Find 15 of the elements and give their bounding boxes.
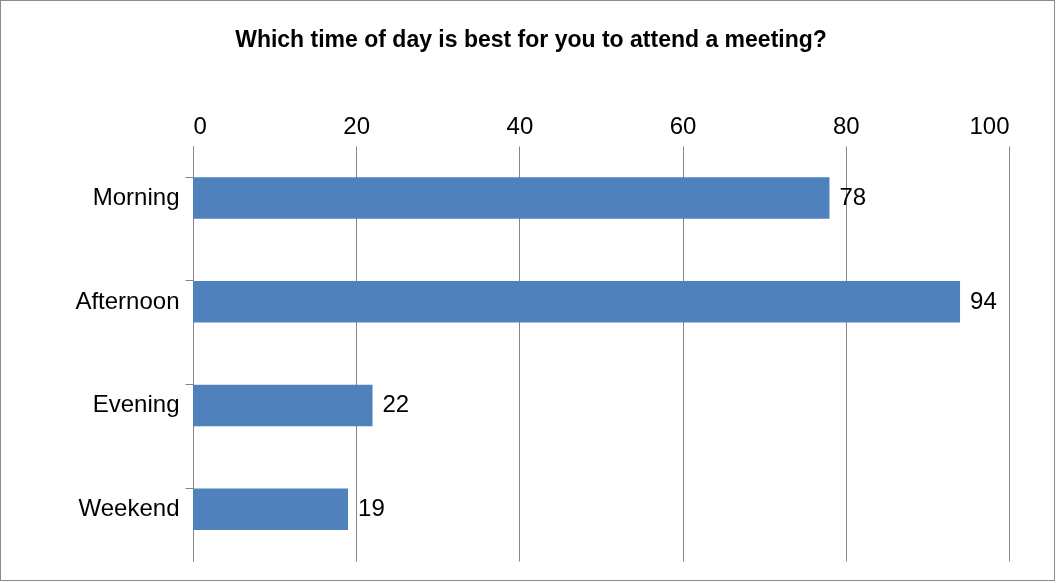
x-tick-label: 100 [969, 111, 1010, 139]
y-tick-label: Morning [92, 182, 180, 210]
x-tick-label: 80 [832, 111, 860, 139]
y-tick-label: Afternoon [75, 286, 180, 314]
data-label: 78 [839, 182, 867, 210]
y-tick-label: Evening [92, 390, 180, 418]
x-tick-label: 20 [343, 111, 371, 139]
x-tick-label: 40 [506, 111, 534, 139]
data-label: 94 [970, 286, 997, 314]
data-label: 19 [358, 494, 385, 522]
chart-title: Which time of day is best for you to attend a meeting? [235, 26, 827, 52]
x-tick-label: 60 [669, 111, 697, 139]
data-label: 22 [382, 390, 410, 418]
y-tick-label: Weekend [78, 494, 180, 522]
x-tick-label: 0 [193, 111, 207, 139]
